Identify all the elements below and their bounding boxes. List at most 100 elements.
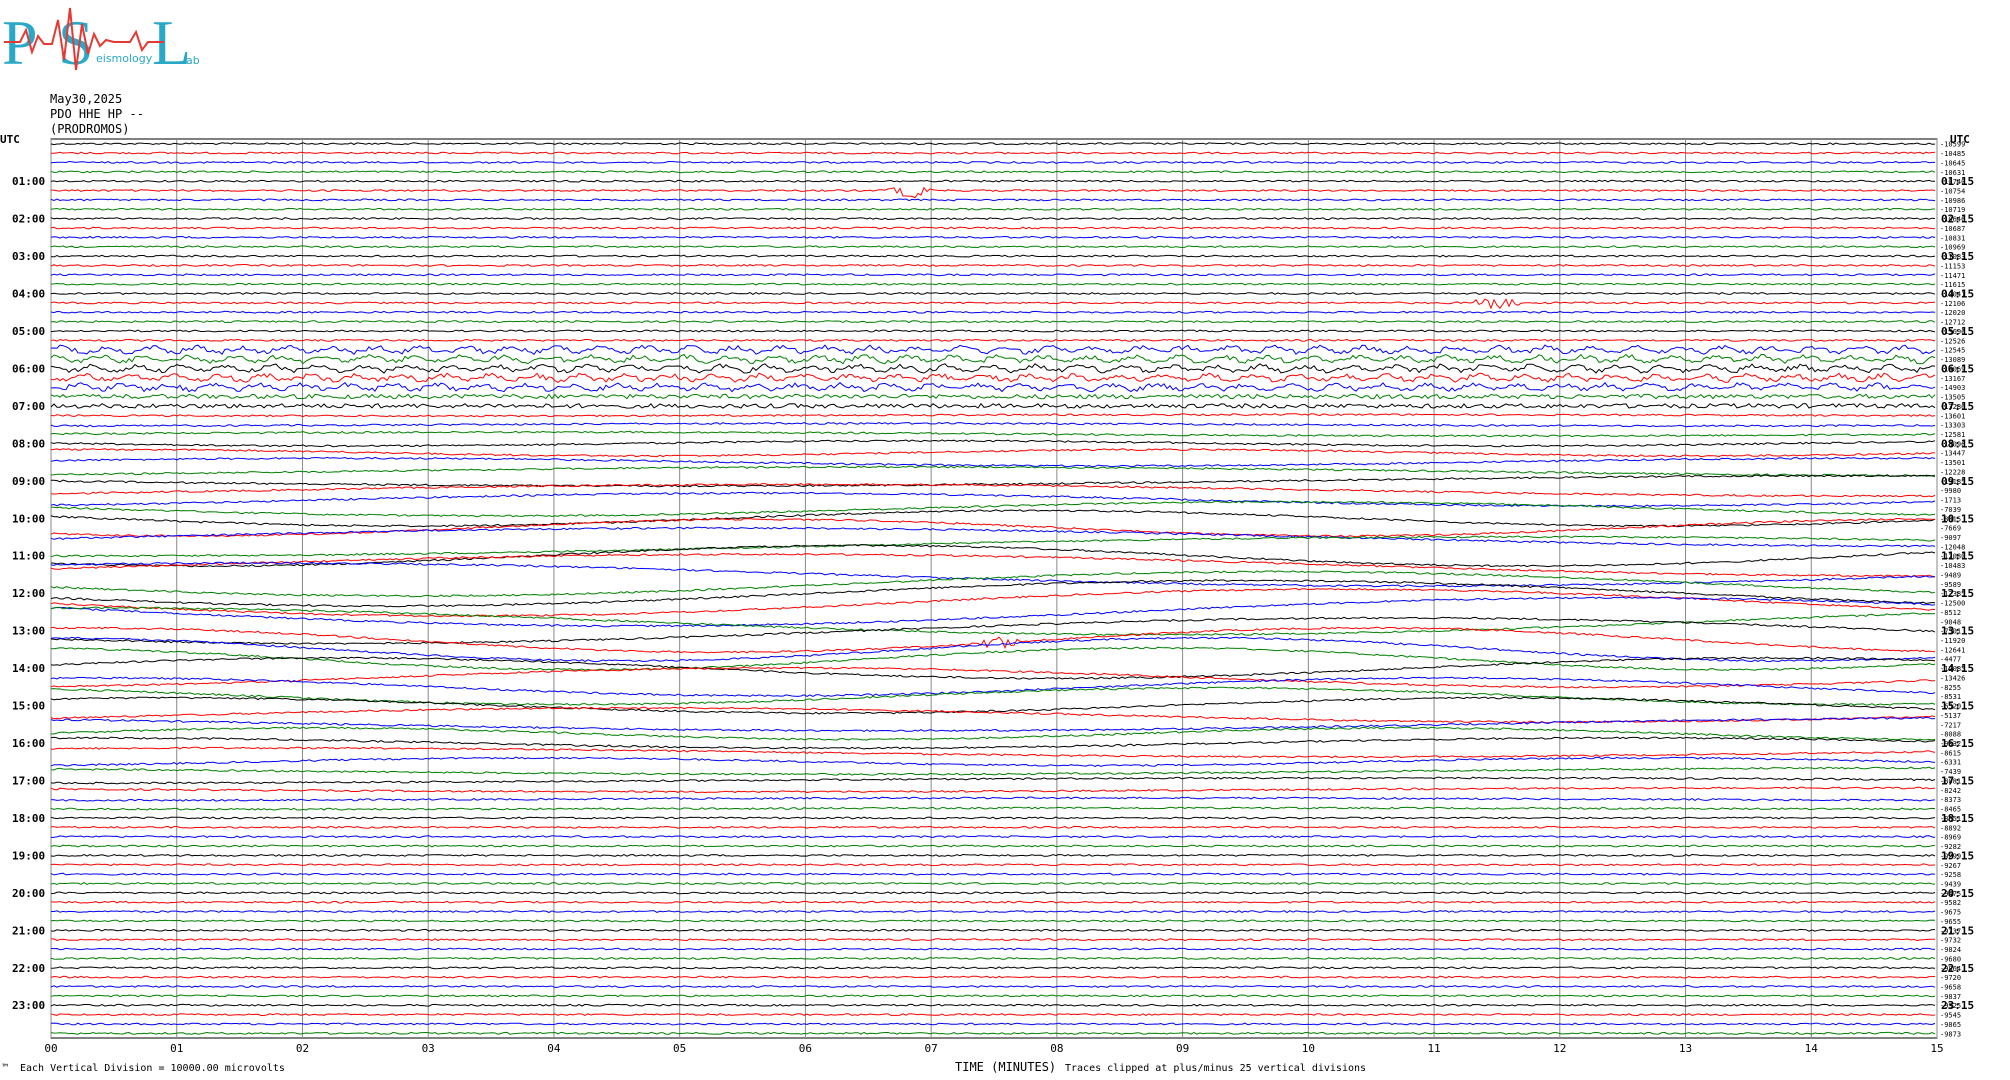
trace-line [50, 344, 1936, 356]
left-hour-label: 18:00 [12, 812, 45, 825]
trace-line [50, 844, 1936, 848]
logo-seismic-wave [4, 7, 164, 71]
trace-offset-label: -13601 [1940, 412, 1965, 420]
trace-line [50, 1003, 1936, 1007]
trace-offset-label: -9720 [1940, 974, 1961, 982]
trace-offset-label: -8081 [1940, 777, 1961, 785]
trace-offset-label: -10483 [1940, 562, 1965, 570]
right-hour-label: 21:15 [1941, 924, 1974, 937]
right-hour-label: 07:15 [1941, 400, 1974, 413]
x-tick-label: 10 [1302, 1042, 1315, 1055]
trace-offset-label: -12581 [1940, 431, 1965, 439]
trace-line [50, 1031, 1936, 1035]
trace-line [51, 151, 1936, 155]
trace-offset-label: -5137 [1940, 712, 1961, 720]
trace-line [50, 263, 1936, 267]
trace-line [50, 170, 1936, 174]
trace-line [50, 882, 1936, 885]
left-hour-label: 13:00 [12, 625, 45, 638]
trace-offset-label: -12228 [1940, 468, 1965, 476]
left-hour-label: 20:00 [12, 887, 45, 900]
trace-line [50, 636, 1936, 663]
trace-offset-label: -10631 [1940, 169, 1965, 177]
trace-offset-label: -12712 [1940, 319, 1965, 327]
right-hour-label: 09:15 [1941, 475, 1974, 488]
trace-offset-label: -10719 [1940, 206, 1965, 214]
trace-line [50, 776, 1936, 785]
chart-grid [50, 138, 1938, 1039]
trace-offset-label: -12048 [1940, 543, 1965, 551]
trace-line [50, 282, 1936, 286]
trace-line [50, 439, 1936, 448]
trace-offset-label: -10485 [1940, 150, 1965, 158]
left-hour-label: 23:00 [12, 999, 45, 1012]
trace-offset-label: -8651 [1940, 815, 1961, 823]
trace-line [50, 382, 1936, 393]
trace-line [50, 198, 1936, 202]
trace-offset-label: -10687 [1940, 225, 1965, 233]
x-axis-title: TIME (MINUTES) [955, 1060, 1057, 1074]
trace-line [50, 853, 1936, 857]
x-tick-label: 01 [170, 1042, 183, 1055]
trace-offset-label: -9675 [1940, 909, 1961, 917]
trace-offset-label: -9658 [1940, 983, 1961, 991]
trace-line [50, 646, 1936, 671]
trace-offset-label: -9332 [1940, 740, 1961, 748]
trace-line [50, 966, 1936, 970]
trace-offset-label: -12545 [1940, 347, 1965, 355]
right-hour-label: 03:15 [1941, 250, 1974, 263]
trace-offset-label: -10754 [1940, 188, 1965, 196]
trace-offset-label: -13286 [1940, 403, 1965, 411]
left-hour-label: 12:00 [12, 587, 45, 600]
record-date: May30,2025 [50, 92, 123, 106]
trace-offset-label: -13089 [1940, 356, 1965, 364]
trace-offset-label: -8531 [1940, 693, 1961, 701]
right-hour-label: 06:15 [1941, 362, 1974, 375]
trace-offset-label: -1713 [1940, 497, 1961, 505]
left-hour-label: 08:00 [12, 437, 45, 450]
trace-offset-label: -11615 [1940, 281, 1965, 289]
left-hour-label: 17:00 [12, 774, 45, 787]
trace-line [50, 160, 1935, 164]
trace-offset-label: -13185 [1940, 478, 1965, 486]
trace-offset-label: -8615 [1940, 749, 1961, 757]
trace-line [50, 956, 1936, 960]
logo-word-lab: ab [186, 54, 200, 67]
trace-line [50, 928, 1935, 932]
station-code: PDO HHE HP -- [50, 107, 144, 121]
trace-offset-label: -9582 [1940, 899, 1961, 907]
trace-line [50, 552, 1936, 578]
trace-line [50, 338, 1936, 342]
trace-line [50, 273, 1936, 277]
right-hour-label: 05:15 [1941, 325, 1974, 338]
trace-line [50, 509, 1936, 528]
trace-line [50, 716, 1936, 733]
left-hour-label: 06:00 [12, 362, 45, 375]
trace-offset-label: -12020 [1940, 309, 1965, 317]
trace-offset-label: -11153 [1940, 262, 1965, 270]
x-tick-label: 05 [673, 1042, 686, 1055]
right-hour-label: 14:15 [1941, 662, 1974, 675]
trace-offset-label: -12085 [1940, 665, 1965, 673]
trace-line [50, 985, 1936, 988]
x-tick-label: 12 [1553, 1042, 1566, 1055]
trace-line [50, 526, 1936, 548]
right-hour-label: 19:15 [1941, 849, 1974, 862]
trace-line [50, 736, 1936, 750]
trace-offset-label: -13447 [1940, 450, 1965, 458]
trace-line [50, 421, 1936, 428]
trace-line [50, 626, 1936, 654]
trace-offset-label: -13303 [1940, 422, 1965, 430]
trace-line [50, 872, 1936, 876]
right-hour-label: 16:15 [1941, 737, 1974, 750]
right-hour-label: 18:15 [1941, 812, 1974, 825]
trace-offset-label: -9299 [1940, 852, 1961, 860]
trace-offset-label: -11083 [1940, 253, 1965, 261]
trace-line [51, 186, 1936, 199]
trace-offset-label: -10599 [1940, 141, 1965, 149]
trace-line [50, 796, 1936, 802]
trace-line [50, 353, 1936, 365]
trace-offset-label: -11920 [1940, 637, 1965, 645]
right-hour-label: 17:15 [1941, 774, 1974, 787]
right-hour-label: 01:15 [1941, 175, 1974, 188]
